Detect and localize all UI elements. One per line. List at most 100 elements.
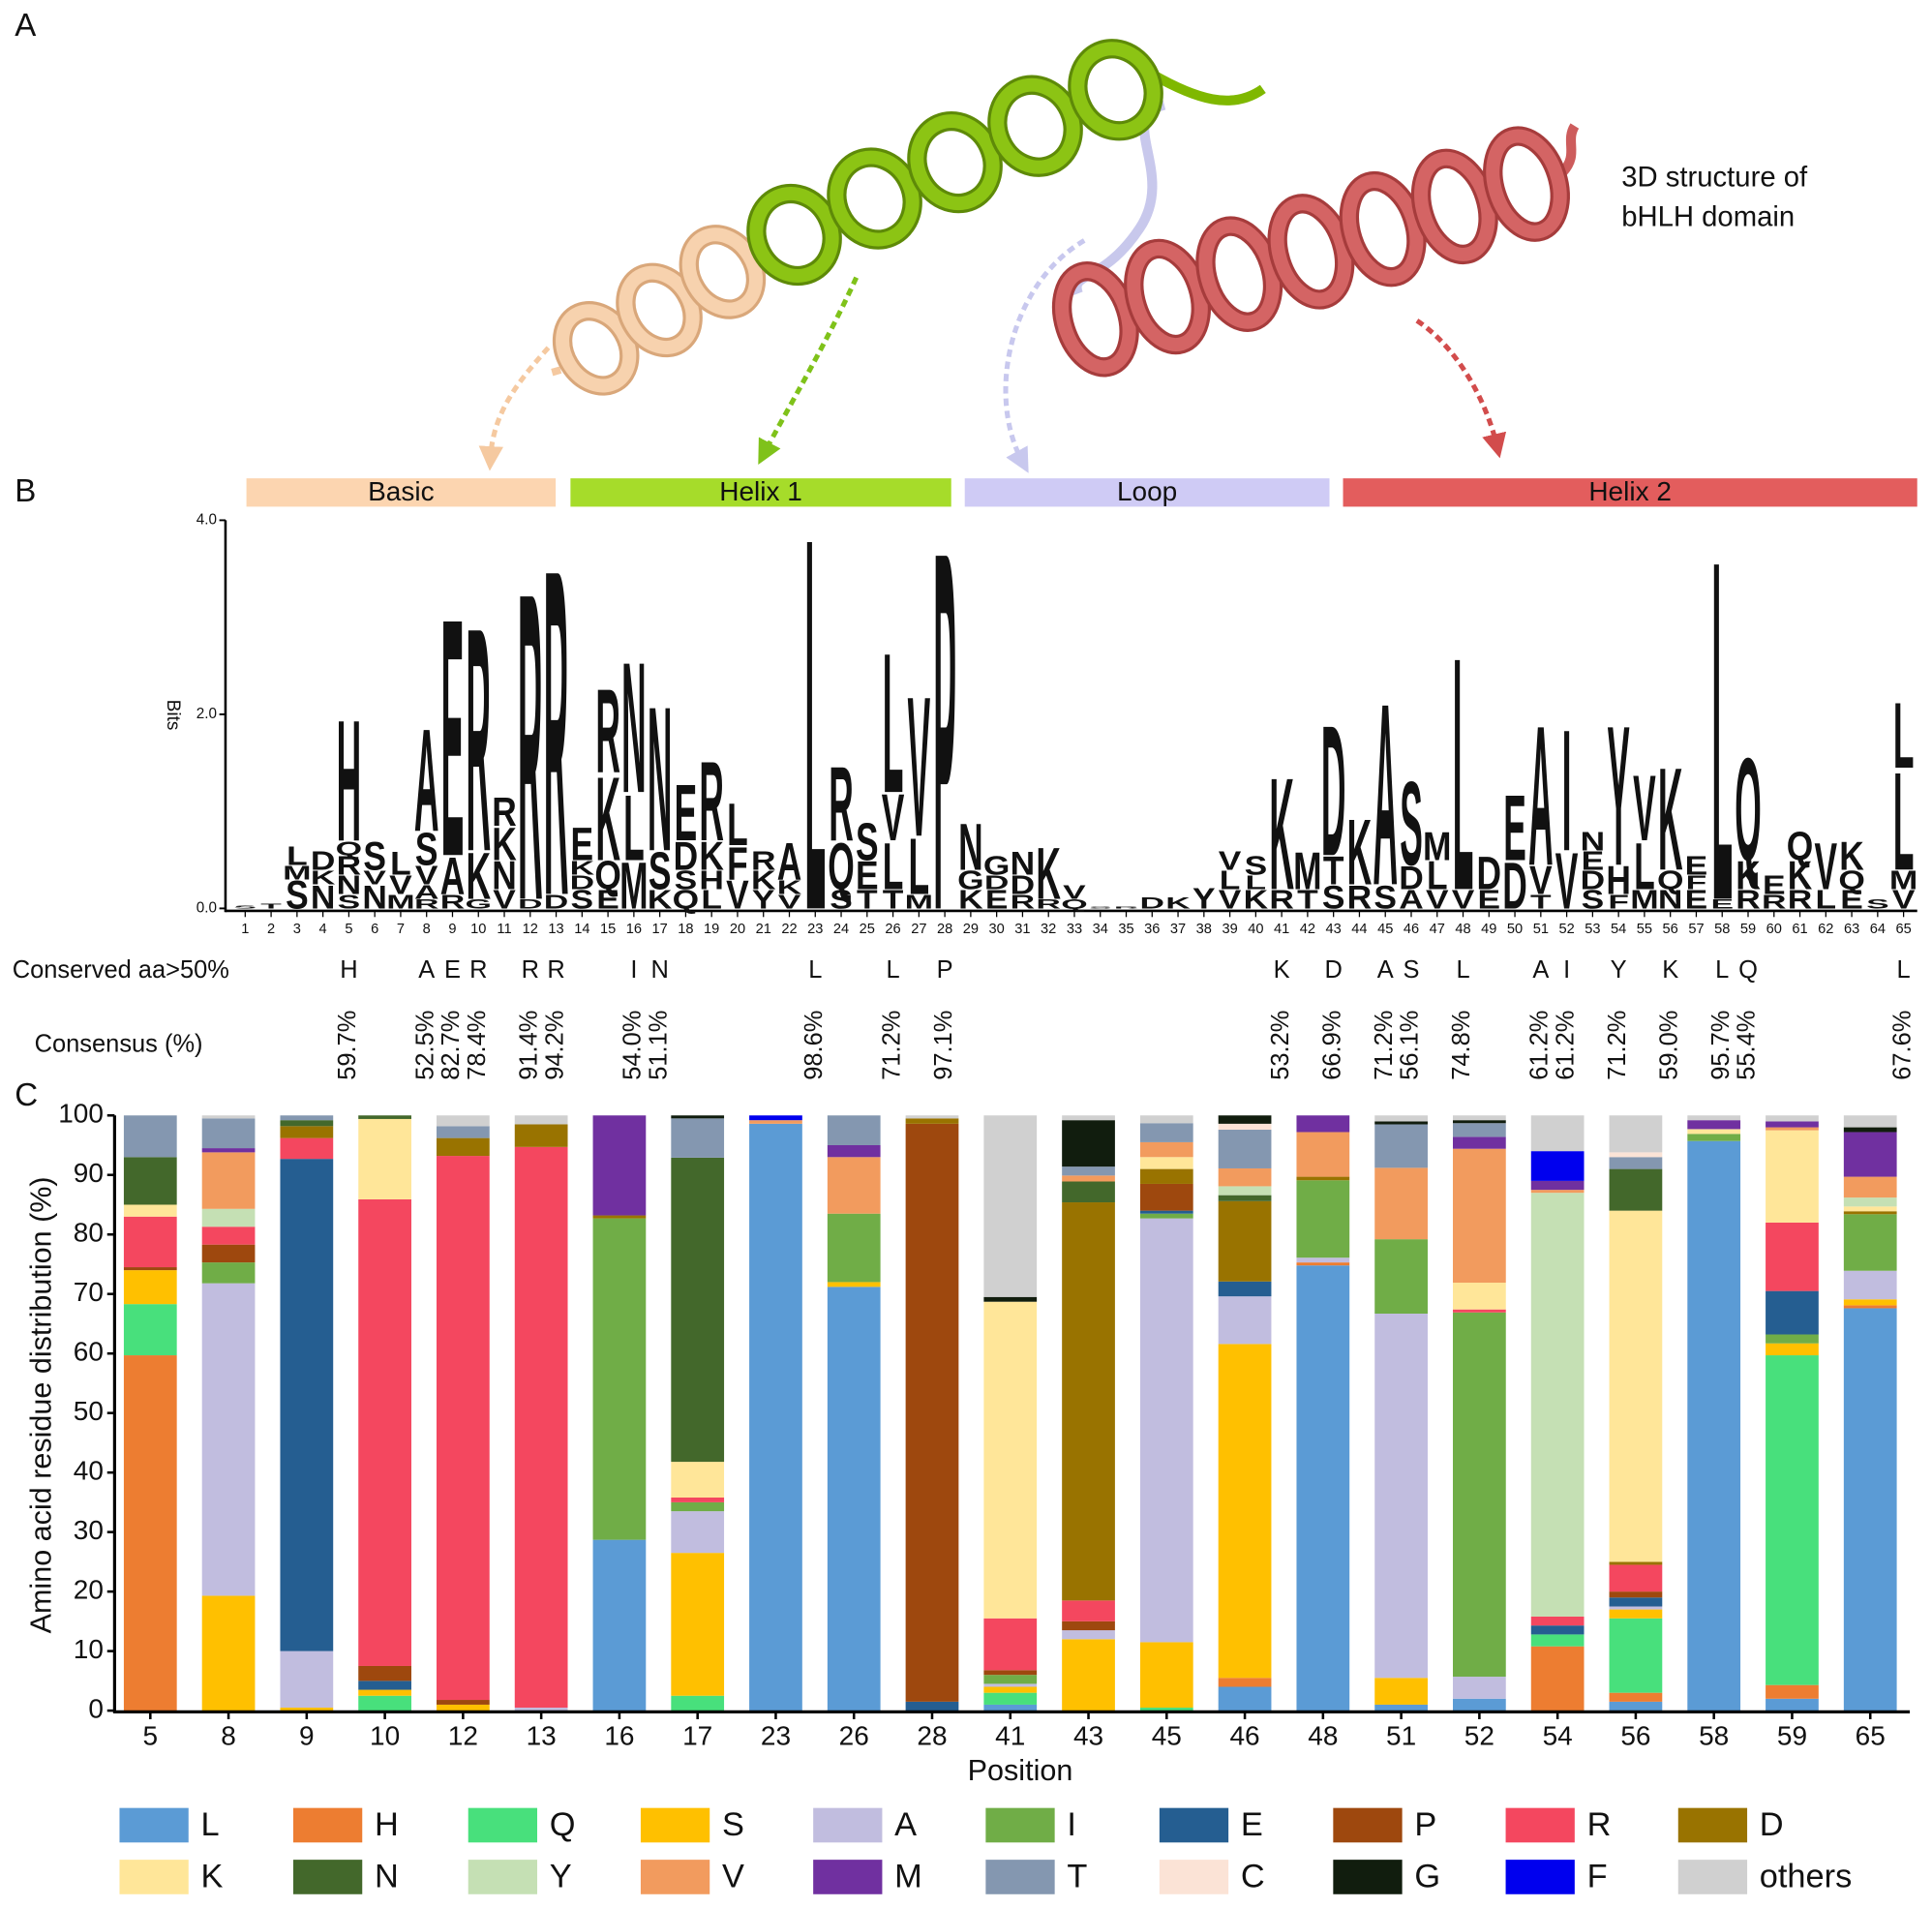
bar-segment [1374,1167,1428,1240]
consensus-label: 71.2% [878,1011,905,1080]
bar-segment [1062,1639,1115,1711]
arrow [478,346,551,471]
x-tick-label: 43 [1073,1720,1103,1750]
x-tick-label: 25 [860,922,875,937]
x-tick-label: 59 [1777,1720,1807,1750]
consensus-label: 59.0% [1655,1011,1682,1080]
legend-swatch [468,1807,538,1843]
consensus-label: 78.4% [464,1011,491,1080]
conserved-residue: L [886,956,899,984]
bar-segment [749,1120,802,1124]
legend-label: Y [550,1858,572,1894]
bar-segment [123,1157,177,1205]
bar-segment [1843,1127,1897,1133]
helix-turn [910,114,1000,211]
bar-segment [1453,1136,1506,1149]
helix-turn [1342,174,1424,285]
logo-letter: E [1685,884,1708,914]
x-tick-label: 36 [1144,922,1160,937]
bar-segment [983,1692,1038,1705]
logo-letter: L [883,830,904,904]
bar-segment [280,1651,334,1709]
domain-label: Helix 2 [1588,476,1672,506]
helix-turn [1071,42,1161,138]
helix-turn [1486,129,1567,239]
legend-swatch [813,1860,883,1894]
bar-segment [1296,1257,1350,1263]
logo-letter: Q [1838,864,1864,894]
logo-letter: M [1630,884,1658,914]
panel-label: C [15,1077,38,1113]
helix-turn [830,150,920,247]
bar-segment [1296,1180,1350,1258]
x-tick-label: 42 [1300,922,1315,937]
bar-segment [1843,1270,1897,1300]
x-tick-label: 46 [1404,922,1419,937]
legend-swatch [640,1860,710,1894]
consensus-label: 55.4% [1734,1011,1761,1080]
bar-segment [201,1118,256,1149]
legend-label: G [1414,1858,1440,1894]
x-tick-label: 8 [423,922,431,937]
x-tick-label: 49 [1481,922,1496,937]
consensus-label: 61.2% [1526,1011,1554,1080]
y-tick-label: 60 [74,1337,104,1367]
x-tick-label: 8 [221,1720,236,1750]
protein-structure [478,39,1580,473]
logo-letter: V [1063,882,1086,904]
conserved-residue: N [650,956,668,984]
logo-letter: E [1582,845,1605,875]
bar-segment [1374,1313,1428,1679]
x-tick-label: 1 [241,922,249,937]
bar-segment [1453,1677,1506,1699]
logo-letter: D [1140,893,1165,912]
logo-letter: S [1245,850,1268,880]
bar-segment [201,1595,256,1711]
logo-letter: H [337,684,362,878]
conserved-residue: E [444,956,461,984]
x-tick-label: 29 [963,922,979,937]
logo-letter: R [1036,896,1061,911]
bar-segment [514,1708,568,1711]
bar-segment [1062,1600,1115,1621]
logo-letter: E [1685,850,1708,880]
logo-letter: S [1582,884,1605,914]
bar-segment [1766,1684,1819,1699]
x-tick-label: 51 [1533,922,1549,937]
logo-letter: T [260,902,282,910]
conserved-residue: Q [1738,956,1758,984]
logo-letter: T [1323,849,1344,893]
y-tick-label: 20 [74,1575,104,1605]
bar-segment [1139,1141,1193,1158]
bar-segment [1296,1176,1350,1181]
logo-letter: L [909,824,930,912]
bar-segment [749,1115,802,1121]
bar-segment [905,1123,959,1702]
bar-segment [1609,1152,1663,1158]
logo-letter: V [882,781,905,856]
logo-letter: M [1293,840,1321,900]
logo-letter: D [1477,847,1502,899]
logo-letter: D [1321,688,1346,895]
logo-letter: L [390,845,411,882]
bar-segment [671,1501,725,1512]
logo-letter: A [1373,650,1398,940]
x-tick-label: 20 [730,922,745,937]
bar-segment [1609,1692,1663,1702]
x-tick-label: 22 [781,922,797,937]
logo-letter: V [1633,757,1656,862]
logo-letter: A [414,700,439,863]
bar-segment [1766,1698,1819,1711]
x-tick-label: 59 [1740,922,1756,937]
y-axis-label: Bits [163,700,183,731]
logo-letter: K [1839,834,1864,879]
x-tick-label: 40 [1248,922,1263,937]
x-tick-label: 63 [1844,922,1859,937]
bar-segment [358,1198,411,1666]
y-tick-label: 80 [74,1218,104,1248]
bar-segment [1062,1115,1115,1121]
legend-swatch [468,1860,538,1894]
x-tick-label: 64 [1870,922,1886,937]
logo-letter: V [363,867,386,890]
conserved-residue: L [1456,956,1469,984]
